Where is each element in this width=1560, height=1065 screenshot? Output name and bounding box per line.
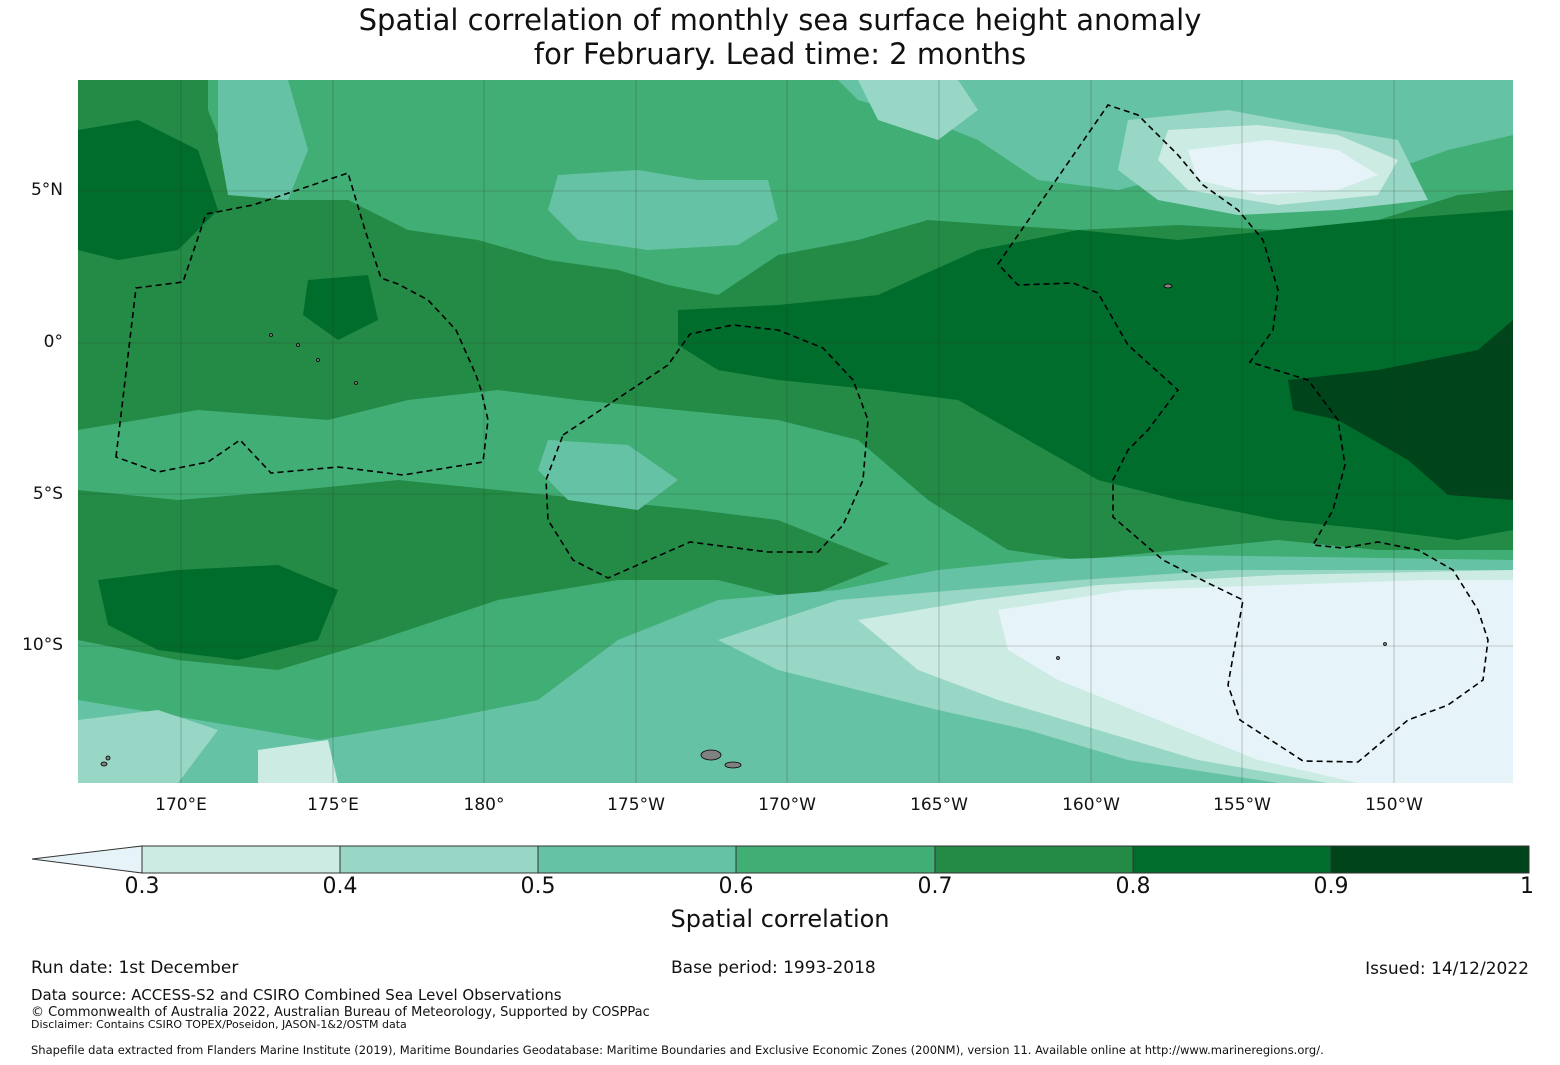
- shapefile-credit: Shapefile data extracted from Flanders M…: [31, 1043, 1324, 1057]
- island-savaii: [724, 761, 742, 769]
- disclaimer: Disclaimer: Contains CSIRO TOPEX/Poseido…: [31, 1018, 407, 1031]
- island-small-2: [1163, 283, 1173, 289]
- lon-label-170e: 170°E: [155, 795, 207, 815]
- field-band-0.8-0.9-equator: [678, 210, 1513, 540]
- colorbar-tick-1: 1: [1520, 874, 1534, 899]
- island-small-4: [296, 343, 300, 347]
- island-small-1: [100, 761, 108, 767]
- colorbar-segment-0.4-0.5: [339, 845, 539, 874]
- colorbar-extend-min: [31, 845, 143, 874]
- island-upolu: [700, 749, 722, 761]
- eez-boundary-kiribati-line: [996, 104, 1489, 763]
- field-band-0.5-0.6-northwest: [218, 80, 308, 200]
- colorbar-segment-0.3-0.4: [141, 845, 341, 874]
- colorbar-tick-0.5: 0.5: [520, 874, 556, 899]
- field-band-0.5-0.6-south-central: [538, 440, 678, 510]
- field-band-below-0.3-south: [998, 580, 1513, 783]
- island-small-3: [269, 333, 273, 337]
- field-band-0.9-1.0-east: [1288, 320, 1513, 500]
- lon-label-175e: 175°E: [307, 795, 359, 815]
- lon-label-160w: 160°W: [1062, 795, 1120, 815]
- eez-boundary-tokelau-phoenix: [545, 324, 869, 579]
- island-small-9: [105, 755, 111, 761]
- correlation-map: [78, 80, 1513, 783]
- lon-label-150w: 150°W: [1365, 795, 1423, 815]
- field-band-0.5-0.6-north: [548, 170, 778, 250]
- copyright: © Commonwealth of Australia 2022, Austra…: [31, 1005, 650, 1020]
- map-title-line-1: Spatial correlation of monthly sea surfa…: [358, 3, 1202, 37]
- lon-label-165w: 165°W: [910, 795, 968, 815]
- colorbar-tick-0.7: 0.7: [917, 874, 953, 899]
- island-small-8: [1383, 642, 1387, 646]
- colorbar-segment-0.5-0.6: [537, 845, 737, 874]
- issued-date: Issued: 14/12/2022: [1365, 959, 1529, 979]
- lat-label-0: 0°: [43, 332, 63, 352]
- field-band-0.4-0.5-southwest: [78, 710, 218, 783]
- base-period: Base period: 1993-2018: [671, 958, 876, 978]
- lat-label-5n: 5°N: [30, 180, 63, 200]
- island-small-7: [1056, 656, 1060, 660]
- data-source: Data source: ACCESS-S2 and CSIRO Combine…: [31, 986, 562, 1004]
- colorbar-tick-0.6: 0.6: [718, 874, 754, 899]
- graticule: [78, 80, 1513, 783]
- lon-label-175w: 175°W: [607, 795, 665, 815]
- colorbar-tick-0.4: 0.4: [322, 874, 358, 899]
- lat-label-5s: 5°S: [32, 484, 63, 504]
- colorbar-segment-0.7-0.8: [934, 845, 1134, 874]
- field-band-0.8-0.9-west: [78, 120, 218, 260]
- lon-label-180: 180°: [463, 795, 505, 815]
- lon-label-170w: 170°W: [758, 795, 816, 815]
- colorbar-segment-0.9-1.0: [1330, 845, 1530, 874]
- field-band-0.4-0.5-north: [858, 80, 978, 140]
- lat-label-10s: 10°S: [22, 635, 63, 655]
- island-small-5: [316, 358, 320, 362]
- field-band-0.3-0.4-southwest: [258, 740, 338, 783]
- colorbar-tick-0.9: 0.9: [1313, 874, 1349, 899]
- field-band-0.8-0.9-central-west: [303, 275, 378, 340]
- island-small-6: [354, 381, 358, 385]
- colorbar-segment-0.8-0.9: [1132, 845, 1332, 874]
- colorbar-tick-0.8: 0.8: [1115, 874, 1151, 899]
- colorbar-segment-0.6-0.7: [735, 845, 936, 874]
- colorbar-label: Spatial correlation: [670, 905, 890, 933]
- colorbar: [31, 845, 1530, 874]
- map-title-line-2: for February. Lead time: 2 months: [533, 37, 1027, 71]
- field-band-0.8-0.9-southwest: [98, 565, 338, 660]
- run-date: Run date: 1st December: [31, 958, 239, 978]
- field-band-0.6-0.7-south: [78, 390, 1513, 590]
- lon-label-155w: 155°W: [1213, 795, 1271, 815]
- field-band-below-0.3-north: [1188, 140, 1378, 195]
- eez-boundary-kiribati-gilbert: [115, 171, 489, 476]
- colorbar-tick-0.3: 0.3: [124, 874, 160, 899]
